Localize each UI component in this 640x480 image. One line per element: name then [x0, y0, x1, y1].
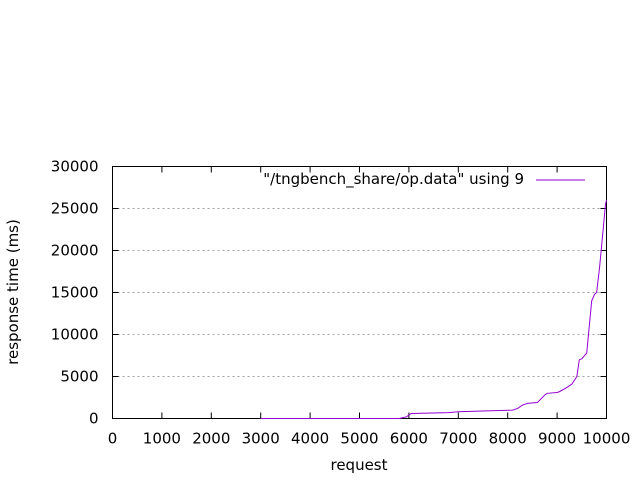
x-tick-label: 5000	[340, 430, 378, 448]
series-line	[260, 199, 607, 419]
x-tick-label: 10000	[583, 430, 631, 448]
x-tick-label: 4000	[291, 430, 329, 448]
x-tick-label: 1000	[143, 430, 181, 448]
y-tick-label: 30000	[51, 158, 99, 176]
y-axis-label: response time (ms)	[4, 219, 22, 365]
y-tick-label: 5000	[60, 368, 98, 386]
y-tick-labels: 0 5000 10000 15000 20000 25000 30000	[51, 158, 99, 428]
x-tick-label: 3000	[242, 430, 280, 448]
x-tick-label: 2000	[192, 430, 230, 448]
legend-entry-label: "/tngbench_share/op.data" using 9	[263, 170, 524, 189]
y-tick-label: 10000	[51, 326, 99, 344]
x-tick-label: 8000	[489, 430, 527, 448]
x-tick-label: 9000	[538, 430, 576, 448]
x-axis-label: request	[330, 456, 387, 474]
y-tick-label: 15000	[51, 284, 99, 302]
x-tick-label: 6000	[390, 430, 428, 448]
legend: "/tngbench_share/op.data" using 9	[263, 170, 585, 189]
axis-ticks	[112, 166, 607, 419]
x-tick-label: 0	[108, 430, 118, 448]
series-layer	[260, 199, 607, 419]
y-tick-label: 0	[89, 410, 99, 428]
grid-lines	[112, 208, 607, 377]
y-tick-label: 20000	[51, 242, 99, 260]
x-tick-labels: 0 1000 2000 3000 4000 5000 6000 7000 8000 9000 100…	[108, 430, 631, 448]
y-tick-label: 25000	[51, 200, 99, 218]
x-tick-label: 7000	[439, 430, 477, 448]
